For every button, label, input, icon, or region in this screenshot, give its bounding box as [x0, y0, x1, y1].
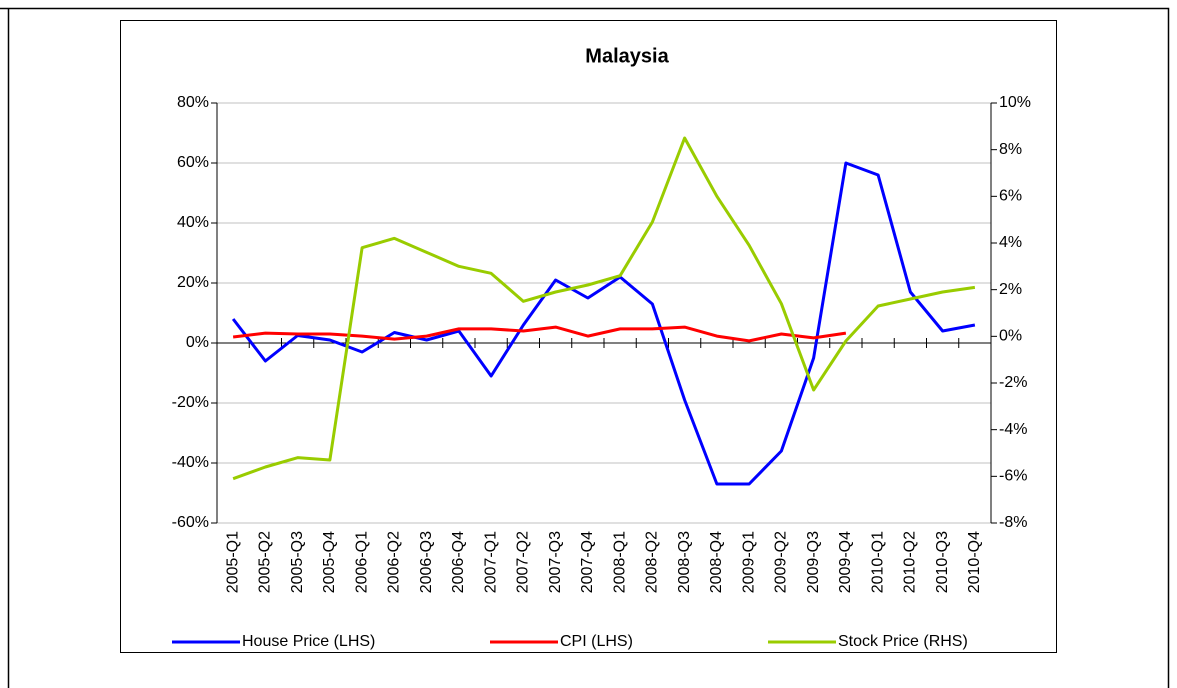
y2-tick-label: 6% — [999, 188, 1022, 205]
y2-tick-label: 4% — [999, 234, 1022, 251]
x-tick-label: 2008-Q4 — [708, 531, 725, 593]
y-tick-label: -40% — [172, 454, 209, 471]
x-tick-label: 2008-Q3 — [676, 531, 693, 593]
x-tick-label: 2006-Q3 — [418, 531, 435, 593]
series-line — [231, 161, 976, 486]
x-tick-label: 2009-Q2 — [773, 531, 790, 593]
y2-tick-label: -8% — [999, 514, 1027, 531]
y-tick-label: -60% — [172, 514, 209, 531]
legend-label: House Price (LHS) — [242, 633, 375, 650]
y2-tick-label: -4% — [999, 421, 1027, 438]
x-tick-label: 2009-Q1 — [740, 531, 757, 593]
y2-tick-label: 10% — [999, 94, 1031, 111]
y-tick-label: -20% — [172, 394, 209, 411]
x-tick-label: 2006-Q1 — [353, 531, 370, 593]
y2-tick-label: 2% — [999, 281, 1022, 298]
page-frame — [0, 7, 1170, 688]
y2-tick-label: -2% — [999, 374, 1027, 391]
x-tick-label: 2005-Q1 — [224, 531, 241, 593]
x-tick-label: 2006-Q2 — [386, 531, 403, 593]
x-tick-label: 2008-Q1 — [611, 531, 628, 593]
legend-label: Stock Price (RHS) — [838, 633, 968, 650]
x-tick-label: 2010-Q2 — [902, 531, 919, 593]
series-line — [232, 325, 847, 343]
x-tick-label: 2010-Q1 — [869, 531, 886, 593]
x-tick-label: 2007-Q3 — [547, 531, 564, 593]
x-tick-label: 2009-Q3 — [805, 531, 822, 593]
x-tick-label: 2006-Q4 — [450, 531, 467, 593]
x-tick-label: 2009-Q4 — [837, 531, 854, 593]
x-tick-label: 2010-Q3 — [934, 531, 951, 593]
x-tick-label: 2005-Q2 — [257, 531, 274, 593]
y2-tick-label: -6% — [999, 468, 1027, 485]
y-tick-label: 80% — [177, 94, 209, 111]
y-tick-label: 20% — [177, 274, 209, 291]
x-tick-label: 2007-Q4 — [579, 531, 596, 593]
y2-tick-label: 8% — [999, 141, 1022, 158]
series-line — [232, 136, 976, 481]
x-tick-label: 2007-Q1 — [482, 531, 499, 593]
y-tick-label: 40% — [177, 214, 209, 231]
x-tick-label: 2005-Q4 — [321, 531, 338, 593]
legend-label: CPI (LHS) — [560, 633, 633, 650]
x-tick-label: 2007-Q2 — [515, 531, 532, 593]
y-tick-label: 60% — [177, 154, 209, 171]
y2-tick-label: 0% — [999, 328, 1022, 345]
chart-title: Malaysia — [585, 45, 669, 67]
x-tick-label: 2008-Q2 — [644, 531, 661, 593]
x-tick-label: 2005-Q3 — [289, 531, 306, 593]
y-tick-label: 0% — [186, 334, 209, 351]
x-tick-label: 2010-Q4 — [966, 531, 983, 593]
